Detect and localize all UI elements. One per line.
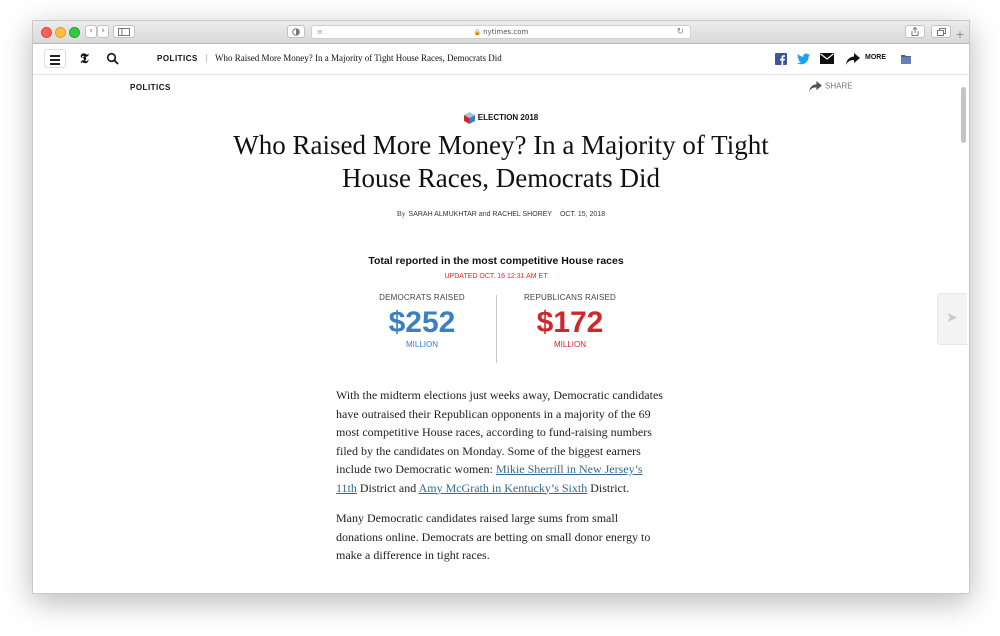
republicans-amount: $172 [536,306,604,339]
graphic-title: Total reported in the most competitive H… [368,255,624,267]
share-label: SHARE [825,81,853,91]
republicans-total: REPUBLICANS RAISED $172 MILLION [495,293,645,349]
zoom-window-button[interactable] [69,27,80,38]
nav-headline: Who Raised More Money? In a Majority of … [215,53,502,63]
byline-prefix: By [396,209,406,218]
back-button[interactable]: ‹ [85,25,97,38]
sidebar-toggle-button[interactable] [113,25,135,38]
election-badge[interactable]: ELECTION 2018 [33,112,969,124]
save-icon[interactable] [900,53,912,65]
sidebar-icon [118,28,130,36]
lock-icon: 🔒 [473,29,482,36]
browser-toolbar: ‹ › ≡ 🔒 nytimes.com ↻ [33,21,969,44]
democrats-label: DEMOCRATS RAISED [379,293,465,302]
article-title: Who Raised More Money? In a Majority of … [233,130,769,193]
share-link[interactable]: SHARE [809,81,853,92]
shield-icon [292,28,300,36]
election-label: ELECTION 2018 [477,113,539,123]
tabs-overview-button[interactable] [931,25,951,38]
article-page: POLITICS SHARE ELECTION 2018 Who Raised … [33,75,969,593]
democrats-unit: MILLION [405,340,438,349]
byline-authors[interactable]: SARAH ALMUKHTAR and RACHEL SHOREY [408,211,553,218]
share-icon [911,26,919,36]
graphic-updated-time: UPDATED OCT. 16 12:31 AM ET [444,273,548,280]
democrats-amount: $252 [388,306,456,339]
paragraph: Many Democratic candidates raised large … [336,511,651,562]
menu-icon [50,55,60,57]
nav-separator: | [205,53,208,62]
menu-button[interactable] [44,49,66,68]
new-tab-button[interactable]: + [955,28,965,41]
nyt-logo[interactable]: 𝕿 [80,51,89,67]
close-window-button[interactable] [41,27,52,38]
facebook-icon[interactable] [775,52,787,66]
forward-button[interactable]: › [97,25,109,38]
republicans-unit: MILLION [553,340,586,349]
reload-icon[interactable]: ↻ [676,27,684,37]
article-body: With the midterm elections just weeks aw… [336,386,666,577]
next-arrow-icon: ➤ [946,310,958,326]
twitter-icon[interactable] [797,52,810,66]
nav-section-label[interactable]: POLITICS [157,54,198,63]
reader-icon[interactable]: ≡ [317,28,323,36]
vertical-scrollbar[interactable] [960,75,967,593]
next-article-button[interactable]: ➤ [937,293,967,345]
byline: By SARAH ALMUKHTAR and RACHEL SHOREY OCT… [33,209,969,218]
scrollbar-thumb[interactable] [961,87,966,143]
search-icon[interactable] [106,52,120,66]
browser-window: ‹ › ≡ 🔒 nytimes.com ↻ 𝕿 POLITICS | Wh [32,20,970,594]
paragraph: With the midterm elections just weeks aw… [336,388,663,495]
tabs-icon [936,28,946,36]
address-bar[interactable]: ≡ 🔒 nytimes.com ↻ [311,25,691,39]
site-navbar: 𝕿 POLITICS | Who Raised More Money? In a… [33,44,969,75]
url-text: nytimes.com [483,28,529,36]
article-kicker[interactable]: POLITICS [130,83,171,92]
share-arrow-icon[interactable] [846,52,860,66]
democrats-total: DEMOCRATS RAISED $252 MILLION [347,293,497,349]
republicans-label: REPUBLICANS RAISED [523,293,617,302]
privacy-report-button[interactable] [287,25,305,38]
link-amy-mcgrath[interactable]: Amy McGrath in Kentucky’s Sixth [418,480,588,495]
share-browser-button[interactable] [905,25,925,38]
email-icon[interactable] [820,53,834,64]
election-cube-icon [463,112,475,124]
link-mikie-sherrill[interactable]: Mikie Sherrill in New Jersey’s 11th [336,462,643,495]
share-arrow-icon [809,81,822,92]
byline-date: OCT. 15, 2018 [559,211,606,218]
totals-divider [496,295,497,363]
more-share-label[interactable]: MORE [865,54,886,61]
minimize-window-button[interactable] [55,27,66,38]
